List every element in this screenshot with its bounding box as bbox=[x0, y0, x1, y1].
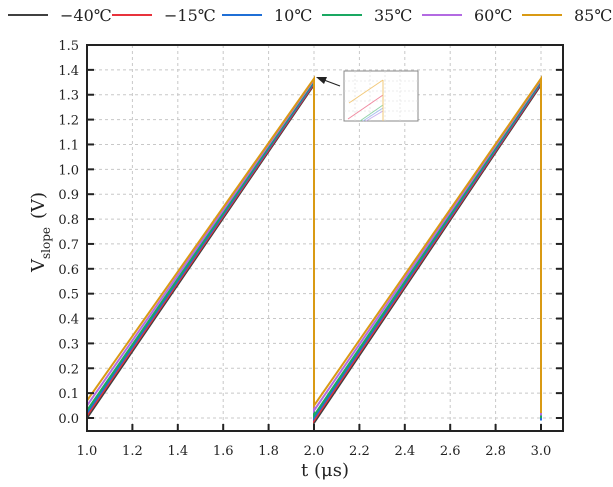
x-tick-label: 1.0 bbox=[77, 444, 98, 459]
legend-item: −40℃ bbox=[8, 4, 112, 26]
x-tick-label: 2.2 bbox=[349, 444, 370, 459]
legend-item: −15℃ bbox=[112, 4, 216, 26]
x-tick-label: 2.8 bbox=[485, 444, 506, 459]
x-tick-label: 1.4 bbox=[167, 444, 188, 459]
x-tick-label: 2.4 bbox=[394, 444, 415, 459]
y-tick-label: 0.2 bbox=[58, 362, 79, 377]
legend-swatch-icon bbox=[222, 14, 262, 16]
y-tick-label: 0.3 bbox=[58, 337, 79, 352]
y-tick-label: 1.3 bbox=[58, 89, 79, 104]
legend-label: 60℃ bbox=[474, 5, 513, 25]
y-tick-label: 1.4 bbox=[58, 64, 79, 79]
legend-swatch-icon bbox=[522, 14, 562, 16]
y-tick-label: 0.7 bbox=[58, 238, 79, 253]
y-tick-label: 0.8 bbox=[58, 213, 79, 228]
y-axis-title: Vslope(V) bbox=[28, 192, 53, 273]
legend-swatch-icon bbox=[322, 14, 362, 16]
ticks: 1.0 1.2 1.4 1.6 1.8 2.0 2.2 2.4 2.6 2.8 3.0 0.0 0.1 0… bbox=[58, 39, 563, 459]
series-line bbox=[86, 75, 542, 413]
x-tick-label: 2.6 bbox=[440, 444, 461, 459]
legend-item: 85℃ bbox=[522, 4, 612, 26]
legend: −40℃ −15℃ 10℃ 35℃ 60℃ 85℃ bbox=[0, 0, 613, 30]
legend-label: −40℃ bbox=[60, 5, 112, 25]
legend-swatch-icon bbox=[422, 14, 462, 16]
x-tick-label: 1.8 bbox=[258, 444, 279, 459]
svg-text:Vslope(V): Vslope(V) bbox=[28, 192, 53, 273]
legend-label: 85℃ bbox=[574, 5, 613, 25]
x-tick-label: 1.2 bbox=[122, 444, 143, 459]
legend-item: 60℃ bbox=[422, 4, 512, 26]
x-axis-title: t (μs) bbox=[301, 460, 349, 481]
y-tick-label: 1.0 bbox=[58, 163, 79, 178]
legend-label: −15℃ bbox=[164, 5, 216, 25]
y-tick-label: 0.5 bbox=[58, 288, 79, 303]
y-tick-label: 1.1 bbox=[58, 138, 79, 153]
grid bbox=[86, 44, 563, 431]
legend-label: 10℃ bbox=[274, 5, 313, 25]
y-tick-label: 1.2 bbox=[58, 114, 79, 129]
legend-item: 10℃ bbox=[222, 4, 312, 26]
legend-item: 35℃ bbox=[322, 4, 412, 26]
x-tick-label: 3.0 bbox=[531, 444, 552, 459]
inset-zoom-view bbox=[343, 70, 419, 122]
y-tick-label: 0.1 bbox=[58, 387, 79, 402]
y-tick-label: 0.0 bbox=[58, 412, 79, 427]
x-tick-label: 1.6 bbox=[213, 444, 234, 459]
y-tick-label: 0.9 bbox=[58, 188, 79, 203]
y-tick-label: 0.6 bbox=[58, 263, 79, 278]
series-group bbox=[86, 75, 542, 427]
x-tick-label: 2.0 bbox=[304, 444, 325, 459]
legend-swatch-icon bbox=[8, 14, 48, 16]
legend-label: 35℃ bbox=[374, 5, 413, 25]
legend-swatch-icon bbox=[112, 14, 152, 16]
plot-frame bbox=[86, 44, 564, 432]
y-tick-label: 1.5 bbox=[58, 39, 79, 54]
arrow-icon bbox=[316, 77, 341, 87]
y-tick-label: 0.4 bbox=[58, 313, 79, 328]
